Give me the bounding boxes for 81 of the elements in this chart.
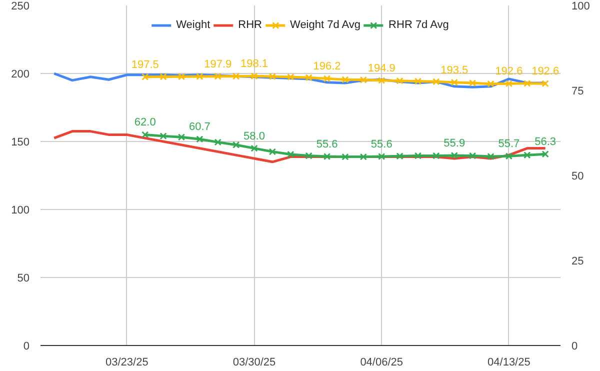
y2-tick-label: 100 <box>572 0 590 12</box>
data-label: 194.9 <box>368 62 396 74</box>
point <box>505 80 513 88</box>
point <box>396 152 404 160</box>
point <box>287 73 294 81</box>
x-tick-label: 03/23/25 <box>106 356 148 368</box>
data-label: 55.9 <box>444 137 466 150</box>
point <box>305 74 312 82</box>
legend-label: Weight 7d Avg <box>290 19 361 31</box>
point <box>142 73 149 80</box>
data-label: 192.6 <box>495 66 523 78</box>
data-label: 196.2 <box>313 60 341 73</box>
point <box>432 78 440 86</box>
data-label: 56.3 <box>534 136 556 148</box>
data-label: 55.6 <box>370 138 392 150</box>
data-label: 193.5 <box>440 64 468 76</box>
legend-label: RHR <box>238 19 262 31</box>
point <box>542 150 549 158</box>
point <box>524 152 531 159</box>
point <box>378 152 386 160</box>
point <box>160 132 167 140</box>
point <box>487 80 494 88</box>
y-tick-label: 250 <box>11 0 30 12</box>
x-tick-label: 04/06/25 <box>360 356 404 368</box>
y2-tick-label: 25 <box>572 256 584 268</box>
data-label: 192.6 <box>532 66 560 78</box>
point <box>160 73 167 80</box>
point <box>196 72 204 80</box>
point <box>505 152 513 160</box>
data-label: 60.7 <box>188 121 210 134</box>
y-tick-label: 0 <box>23 340 30 352</box>
data-label: 62.0 <box>134 116 156 129</box>
point <box>323 75 331 82</box>
point <box>305 152 312 160</box>
data-label: 55.6 <box>316 138 338 150</box>
y-tick-label: 100 <box>11 204 30 216</box>
point <box>287 150 294 158</box>
y-tick-label: 50 <box>17 272 30 284</box>
y2-tick-label: 50 <box>572 170 584 182</box>
point <box>232 72 240 80</box>
point <box>360 153 367 160</box>
point <box>396 77 404 84</box>
point <box>450 78 458 86</box>
x-tick-label: 03/30/25 <box>232 356 276 368</box>
x-tick-label: 04/13/25 <box>488 356 530 368</box>
point <box>232 141 240 148</box>
point <box>250 144 258 152</box>
point <box>524 80 531 88</box>
point <box>468 152 476 160</box>
legend-label: RHR 7d Avg <box>388 19 449 31</box>
data-label: 197.9 <box>204 58 232 70</box>
legend-label: Weight <box>176 19 210 31</box>
point <box>360 76 367 84</box>
point <box>250 72 258 80</box>
point <box>268 72 276 80</box>
point <box>323 152 331 160</box>
point <box>268 148 276 156</box>
y2-tick-label: 75 <box>572 86 584 98</box>
point <box>450 152 458 160</box>
point <box>196 136 204 143</box>
point <box>142 131 149 138</box>
point <box>487 152 494 160</box>
y-tick-label: 200 <box>11 68 30 80</box>
data-label: 197.5 <box>131 58 159 71</box>
y2-tick-label: 0 <box>572 340 578 352</box>
point <box>214 138 222 146</box>
point <box>414 152 422 160</box>
point <box>378 76 386 84</box>
data-label: 58.0 <box>244 130 265 142</box>
data-label: 55.7 <box>498 138 520 150</box>
point <box>178 73 186 80</box>
data-label: 198.1 <box>240 58 268 70</box>
point <box>414 78 422 85</box>
point <box>214 72 222 80</box>
point <box>342 153 349 160</box>
point <box>542 80 549 88</box>
y-tick-label: 150 <box>11 136 30 148</box>
point <box>468 79 476 87</box>
point <box>178 134 186 141</box>
point <box>342 76 349 84</box>
point <box>432 152 440 160</box>
